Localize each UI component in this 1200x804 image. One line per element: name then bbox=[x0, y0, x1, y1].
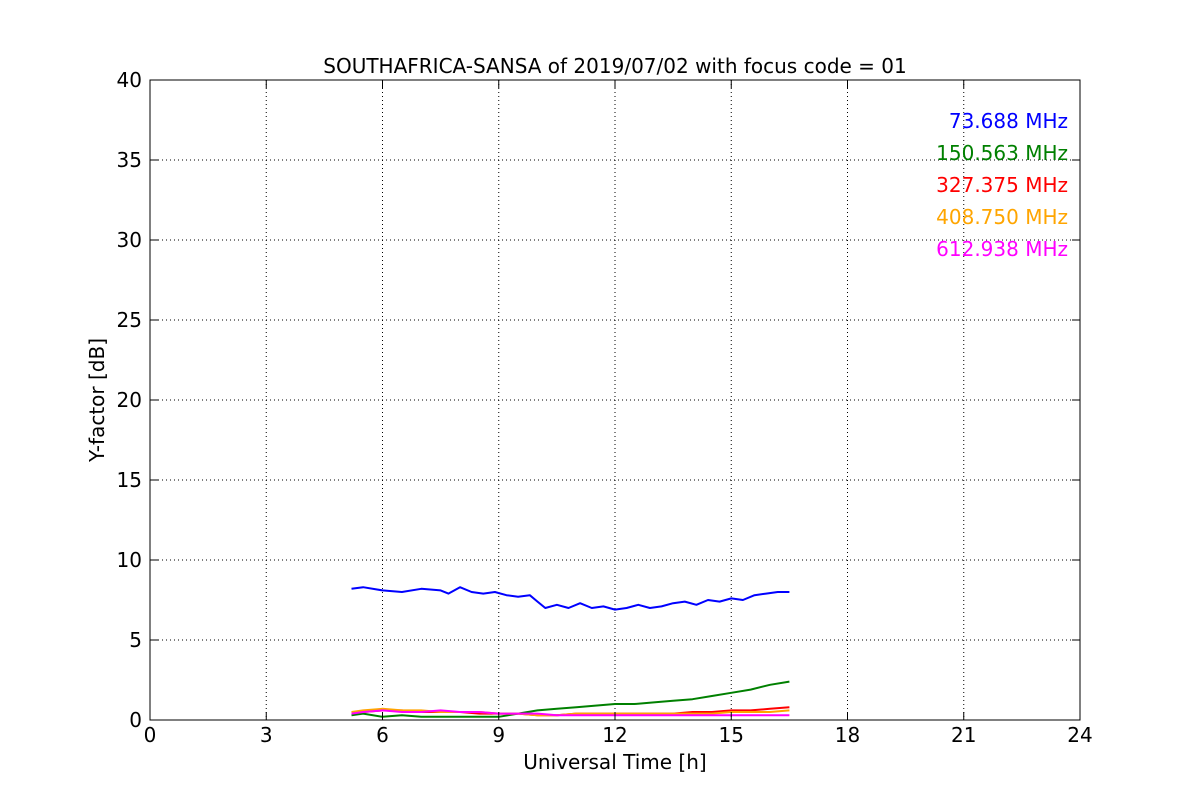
y-tick-label: 35 bbox=[117, 148, 142, 172]
legend-entry-1: 150.563 MHz bbox=[936, 141, 1068, 165]
y-tick-label: 40 bbox=[117, 68, 142, 92]
y-tick-label: 5 bbox=[129, 628, 142, 652]
x-tick-label: 24 bbox=[1067, 723, 1092, 747]
x-tick-label: 6 bbox=[376, 723, 389, 747]
x-tick-label: 3 bbox=[260, 723, 273, 747]
x-tick-label: 0 bbox=[144, 723, 157, 747]
legend-entry-2: 327.375 MHz bbox=[936, 173, 1068, 197]
y-tick-label: 10 bbox=[117, 548, 142, 572]
label-layer: 0 3 6 9 12 15 18 21 24 0 5 10 15 20 25 30 35 40 bbox=[117, 68, 1093, 747]
x-tick-label: 21 bbox=[951, 723, 976, 747]
y-axis-label: Y-factor [dB] bbox=[85, 338, 109, 463]
legend-entry-3: 408.750 MHz bbox=[936, 205, 1068, 229]
y-tick-label: 30 bbox=[117, 228, 142, 252]
x-axis-label: Universal Time [h] bbox=[523, 750, 706, 774]
y-tick-label: 25 bbox=[117, 308, 142, 332]
x-tick-label: 15 bbox=[719, 723, 744, 747]
x-tick-label: 18 bbox=[835, 723, 860, 747]
grid-layer bbox=[150, 80, 1080, 720]
series-layer bbox=[351, 586, 790, 718]
series-line-4 bbox=[351, 709, 790, 717]
legend-entry-4: 612.938 MHz bbox=[936, 237, 1068, 261]
chart-title: SOUTHAFRICA-SANSA of 2019/07/02 with foc… bbox=[323, 54, 907, 78]
x-tick-label: 9 bbox=[492, 723, 505, 747]
tick-layer bbox=[149, 79, 1081, 721]
series-line-0 bbox=[351, 586, 790, 611]
legend: 73.688 MHz 150.563 MHz 327.375 MHz 408.750 … bbox=[936, 109, 1068, 261]
legend-entry-0: 73.688 MHz bbox=[949, 109, 1068, 133]
y-tick-label: 15 bbox=[117, 468, 142, 492]
y-tick-label: 0 bbox=[129, 708, 142, 732]
y-tick-label: 20 bbox=[117, 388, 142, 412]
x-tick-label: 12 bbox=[602, 723, 627, 747]
series-line-1 bbox=[351, 680, 790, 718]
